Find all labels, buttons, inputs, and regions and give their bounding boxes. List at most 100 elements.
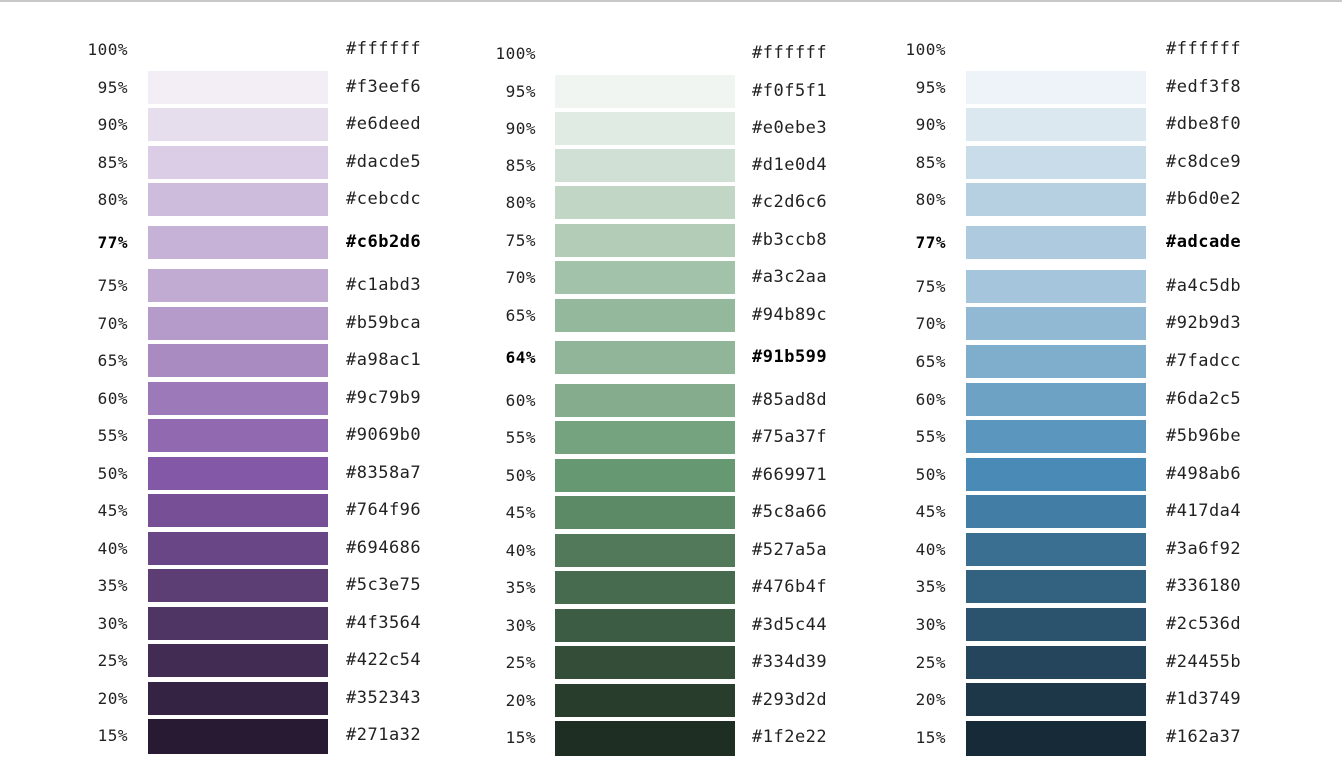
shade-percent-label: 20% xyxy=(915,690,946,709)
hex-code-label: #e0ebe3 xyxy=(752,118,828,138)
shade-percent-label: 100% xyxy=(87,40,128,59)
shade-row: 60% #9c79b9 xyxy=(72,379,532,416)
shade-percent-label: 25% xyxy=(505,653,536,672)
color-swatch xyxy=(148,183,328,216)
shade-row: 35% #336180 xyxy=(890,567,1342,604)
hex-code-label: #a4c5db xyxy=(1166,276,1242,296)
color-swatch xyxy=(555,496,735,529)
shade-percent-label: 40% xyxy=(97,539,128,558)
color-swatch xyxy=(966,270,1146,303)
shade-percent-label: 60% xyxy=(915,390,946,409)
shade-percent-label: 25% xyxy=(97,651,128,670)
shade-percent-label: 25% xyxy=(915,653,946,672)
hex-code-label: #d1e0d4 xyxy=(752,155,828,175)
shade-percent-label: 70% xyxy=(505,268,536,287)
color-swatch xyxy=(555,609,735,642)
shade-row: 95% #f0f5f1 xyxy=(480,72,940,109)
color-swatch xyxy=(555,459,735,492)
hex-code-label: #5b96be xyxy=(1166,426,1242,446)
shade-row: 40% #527a5a xyxy=(480,531,940,568)
hex-code-label: #b6d0e2 xyxy=(1166,189,1242,209)
color-swatch xyxy=(148,108,328,141)
color-swatch xyxy=(555,186,735,219)
color-swatch xyxy=(966,608,1146,641)
hex-code-label: #cebcdc xyxy=(346,189,422,209)
hex-code-label: #669971 xyxy=(752,465,828,485)
hex-code-label: #a98ac1 xyxy=(346,350,422,370)
hex-code-label: #b3ccb8 xyxy=(752,230,828,250)
shade-row: 77% #c6b2d6 xyxy=(72,223,532,260)
hex-code-label: #162a37 xyxy=(1166,727,1242,747)
hex-code-label: #527a5a xyxy=(752,540,828,560)
shade-row: 65% #94b89c xyxy=(480,296,940,333)
shade-row: 65% #7fadcc xyxy=(890,342,1342,379)
shade-row: 45% #764f96 xyxy=(72,491,532,528)
color-swatch xyxy=(555,684,735,717)
color-swatch xyxy=(966,146,1146,179)
hex-code-label: #c8dce9 xyxy=(1166,152,1242,172)
shade-percent-label: 90% xyxy=(505,119,536,138)
hex-code-label: #24455b xyxy=(1166,652,1242,672)
shade-row: 30% #2c536d xyxy=(890,605,1342,642)
shade-row: 60% #85ad8d xyxy=(480,381,940,418)
shade-row: 95% #edf3f8 xyxy=(890,68,1342,105)
color-swatch xyxy=(555,721,735,754)
shade-row: 100% #ffffff xyxy=(890,30,1342,67)
hex-code-label: #9069b0 xyxy=(346,425,422,445)
color-swatch xyxy=(148,419,328,452)
shade-percent-label: 70% xyxy=(915,314,946,333)
shade-row: 30% #4f3564 xyxy=(72,604,532,641)
shade-row: 20% #352343 xyxy=(72,679,532,716)
shade-percent-label: 60% xyxy=(505,391,536,410)
color-swatch xyxy=(148,33,328,66)
shade-percent-label: 55% xyxy=(915,427,946,446)
shade-row: 15% #1f2e22 xyxy=(480,718,940,755)
hex-code-label: #3a6f92 xyxy=(1166,539,1242,559)
hex-code-label: #4f3564 xyxy=(346,613,422,633)
shade-row: 15% #271a32 xyxy=(72,716,532,753)
color-swatch xyxy=(966,721,1146,754)
hex-code-label: #c1abd3 xyxy=(346,275,422,295)
hex-code-label: #7fadcc xyxy=(1166,351,1242,371)
shade-row: 15% #162a37 xyxy=(890,718,1342,755)
shade-percent-label: 77% xyxy=(97,233,128,252)
shade-row: 25% #422c54 xyxy=(72,641,532,678)
color-swatch xyxy=(966,345,1146,378)
shade-row: 80% #cebcdc xyxy=(72,180,532,217)
hex-code-label: #764f96 xyxy=(346,500,422,520)
color-swatch xyxy=(148,382,328,415)
color-swatch xyxy=(966,33,1146,66)
hex-code-label: #336180 xyxy=(1166,576,1242,596)
swatch-bottom-edge xyxy=(148,752,328,754)
color-swatch xyxy=(966,420,1146,453)
shade-row: 90% #dbe8f0 xyxy=(890,105,1342,142)
shade-percent-label: 50% xyxy=(97,464,128,483)
shade-percent-label: 65% xyxy=(915,352,946,371)
color-swatch xyxy=(966,383,1146,416)
color-swatch xyxy=(555,75,735,108)
shade-row: 75% #c1abd3 xyxy=(72,266,532,303)
hex-code-label: #271a32 xyxy=(346,725,422,745)
color-swatch xyxy=(148,682,328,715)
color-swatch xyxy=(555,112,735,145)
shade-row: 30% #3d5c44 xyxy=(480,606,940,643)
hex-code-label: #8358a7 xyxy=(346,463,422,483)
shade-row: 90% #e6deed xyxy=(72,105,532,142)
color-swatch xyxy=(966,71,1146,104)
shade-row: 85% #c8dce9 xyxy=(890,143,1342,180)
hex-code-label: #a3c2aa xyxy=(752,267,828,287)
color-swatch xyxy=(148,644,328,677)
shade-percent-label: 85% xyxy=(97,153,128,172)
hex-code-label: #9c79b9 xyxy=(346,388,422,408)
color-swatch xyxy=(555,384,735,417)
shade-percent-label: 70% xyxy=(97,314,128,333)
shade-row: 40% #694686 xyxy=(72,529,532,566)
color-swatch xyxy=(555,224,735,257)
shade-row: 85% #dacde5 xyxy=(72,143,532,180)
hex-code-label: #adcade xyxy=(1166,232,1242,252)
hex-code-label: #85ad8d xyxy=(752,390,828,410)
shade-percent-label: 55% xyxy=(505,428,536,447)
color-swatch xyxy=(966,495,1146,528)
shade-percent-label: 20% xyxy=(505,691,536,710)
hex-code-label: #293d2d xyxy=(752,690,828,710)
